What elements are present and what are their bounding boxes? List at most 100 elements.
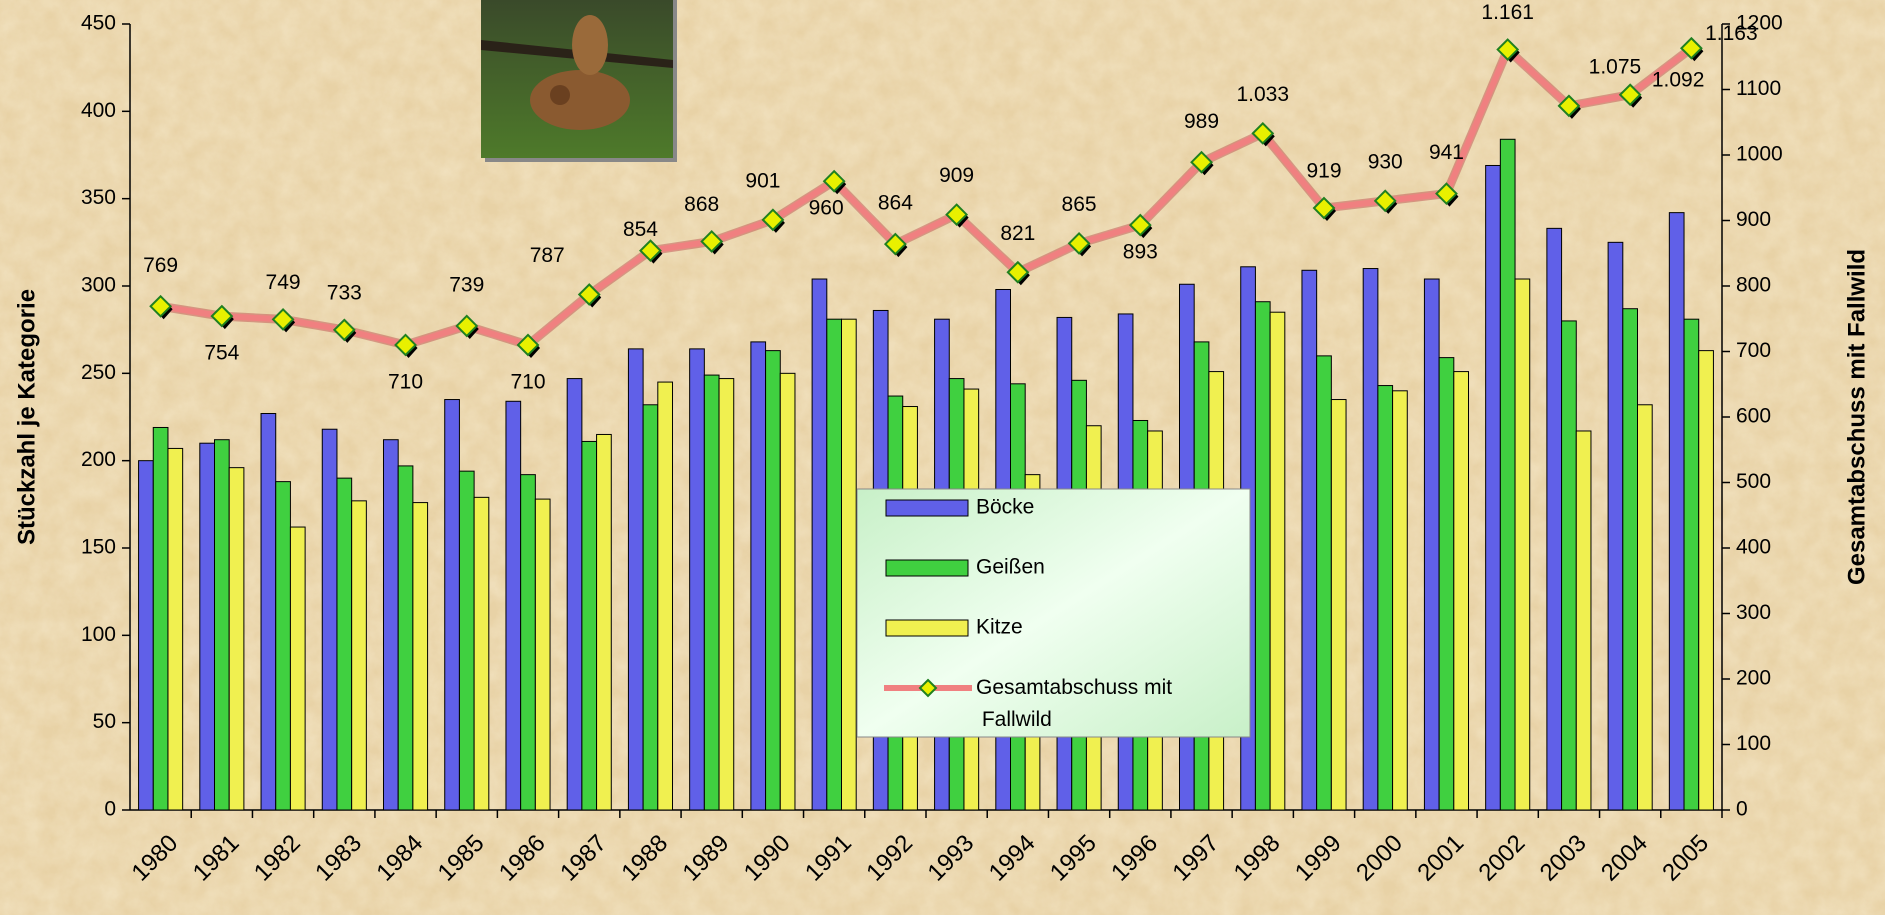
bar: [1622, 308, 1639, 811]
marker: [332, 318, 356, 342]
bar: [1254, 301, 1271, 811]
data-label: 733: [327, 281, 362, 304]
data-label: 710: [510, 370, 545, 393]
bar: [444, 399, 460, 811]
bar: [1485, 164, 1501, 811]
bar: [596, 433, 612, 811]
bar: [841, 318, 857, 811]
data-label: 930: [1368, 150, 1403, 173]
y2-tick-label: 1200: [1736, 12, 1783, 35]
bar: [1637, 404, 1653, 811]
y2-tick-label: 400: [1736, 536, 1771, 559]
data-label: 864: [878, 192, 913, 215]
bar: [505, 400, 522, 811]
bar: [520, 474, 536, 811]
bar: [152, 426, 169, 811]
marker: [1128, 213, 1152, 237]
bar: [1499, 138, 1516, 811]
marker: [1373, 189, 1397, 213]
y2-tick-label: 500: [1736, 470, 1771, 493]
marker: [1312, 196, 1336, 220]
data-label: 1.092: [1652, 68, 1705, 91]
legend-swatch: [885, 619, 969, 637]
data-label: 960: [809, 197, 844, 220]
bar: [1683, 318, 1700, 811]
y-tick-label: 250: [81, 361, 116, 384]
bar: [1269, 311, 1286, 811]
data-label: 710: [388, 370, 423, 393]
y2-tick-label: 600: [1736, 405, 1771, 428]
y-tick-label: 300: [81, 274, 116, 297]
y-tick-label: 400: [81, 99, 116, 122]
bar: [1698, 350, 1714, 811]
bar: [1453, 371, 1470, 811]
bar: [642, 404, 659, 811]
y2-tick-label: 900: [1736, 208, 1771, 231]
bar: [765, 350, 781, 811]
legend-swatch: [885, 499, 969, 517]
bar: [581, 440, 598, 811]
marker: [1496, 38, 1520, 61]
y-tick-label: 450: [81, 12, 116, 35]
data-label: 941: [1429, 141, 1464, 164]
legend-label: Gesamtabschuss mit Fallwild: [976, 676, 1172, 731]
bar: [1546, 227, 1563, 811]
bar: [1668, 212, 1685, 811]
marker: [394, 333, 417, 357]
data-label: 865: [1062, 193, 1097, 216]
y2-tick-label: 1000: [1736, 143, 1783, 166]
y2-tick-label: 1100: [1736, 77, 1781, 100]
y2-tick-label: 0: [1736, 798, 1748, 821]
marker: [1190, 150, 1213, 174]
bar: [689, 348, 705, 811]
marker: [455, 314, 479, 338]
bar: [275, 481, 291, 811]
y2-tick-label: 300: [1736, 601, 1771, 624]
bar: [1316, 355, 1332, 811]
bar: [382, 439, 399, 811]
legend-label: Kitze: [976, 616, 1023, 639]
y-tick-label: 350: [81, 186, 116, 209]
data-label: 1.161: [1481, 1, 1534, 24]
bar: [167, 447, 184, 811]
y2-tick-label: 200: [1736, 667, 1771, 690]
bar: [1514, 278, 1531, 811]
bar: [260, 413, 277, 811]
marker: [1557, 94, 1581, 118]
data-label: 787: [530, 244, 565, 267]
bar: [1438, 357, 1455, 811]
data-label: 989: [1184, 110, 1219, 133]
data-label: 868: [684, 193, 719, 216]
data-label: 1.163: [1705, 22, 1758, 45]
data-label: 754: [204, 342, 239, 365]
bar: [199, 442, 215, 811]
marker: [210, 304, 234, 328]
marker: [945, 203, 969, 227]
bar: [228, 467, 245, 811]
y-tick-label: 200: [81, 448, 116, 471]
y-tick-label: 0: [104, 798, 116, 821]
data-label: 901: [745, 169, 780, 192]
bar: [566, 378, 583, 811]
bar: [1301, 269, 1318, 811]
legend-box: [856, 488, 1251, 738]
marker: [883, 232, 907, 256]
marker: [1618, 83, 1642, 107]
data-label: 1.033: [1236, 83, 1289, 106]
bar: [779, 372, 796, 811]
data-label: 854: [623, 218, 658, 241]
y-tick-label: 150: [81, 536, 116, 559]
bar: [811, 278, 828, 811]
marker: [700, 230, 724, 253]
legend-label: Geißen: [976, 556, 1045, 579]
bar: [1561, 320, 1577, 811]
bar: [1362, 268, 1379, 811]
bar: [397, 465, 414, 811]
bar: [458, 470, 475, 811]
y2-tick-label: 700: [1736, 339, 1771, 362]
bar: [1423, 278, 1440, 811]
y2-tick-label: 100: [1736, 732, 1771, 755]
data-label: 909: [939, 164, 974, 187]
y-tick-label: 50: [93, 710, 116, 733]
bar: [718, 378, 735, 811]
